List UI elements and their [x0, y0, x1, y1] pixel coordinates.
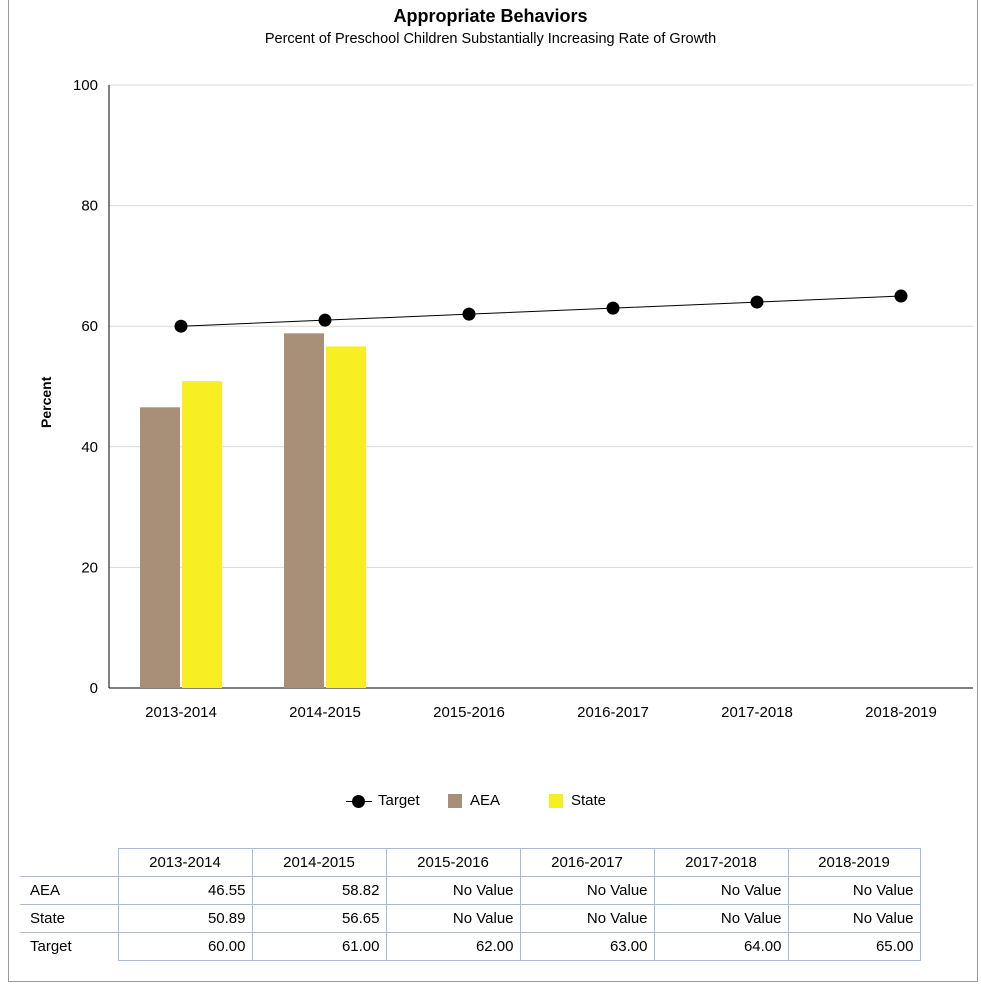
table-header: 2013-2014 — [117, 848, 253, 877]
target-line — [180, 295, 902, 327]
y-tick-label: 40 — [81, 439, 98, 456]
table-cell: 56.65 — [251, 904, 387, 933]
table-cell: 60.00 — [117, 932, 253, 961]
bar-aea — [284, 333, 324, 688]
legend-aea-label: AEA — [470, 792, 501, 809]
table-row-label: Target — [20, 932, 119, 961]
table-cell: No Value — [519, 904, 655, 933]
target-point — [174, 319, 188, 333]
x-tick-label: 2013-2014 — [145, 704, 217, 721]
table-cell: 46.55 — [117, 876, 253, 905]
table-cell: No Value — [653, 904, 789, 933]
table-row: State 50.89 56.65 No Value No Value No V… — [20, 904, 921, 933]
target-point — [606, 301, 620, 315]
chart-subtitle: Percent of Preschool Children Substantia… — [264, 31, 717, 47]
table-cell: 64.00 — [653, 932, 789, 961]
y-tick-label: 80 — [81, 198, 98, 215]
bar-chart: 0 20 40 60 80 100 2013-2014 2014-2015 2015-2016 2… — [73, 77, 973, 721]
target-point — [462, 307, 476, 321]
table-corner — [20, 848, 119, 877]
table-header: 2018-2019 — [787, 848, 921, 877]
legend-state-label: State — [571, 792, 607, 809]
legend-item-target[interactable]: Target — [346, 792, 420, 809]
table-header-row: 2013-2014 2014-2015 2015-2016 2016-2017 … — [20, 848, 921, 877]
table-header: 2015-2016 — [385, 848, 521, 877]
table-row-label: State — [20, 904, 119, 933]
legend-target-marker — [346, 794, 372, 808]
chart-frame — [8, 0, 978, 982]
y-tick-label: 100 — [73, 77, 98, 94]
y-tick-label: 60 — [81, 318, 98, 335]
legend-item-aea[interactable]: AEA — [448, 792, 500, 809]
table-cell: 58.82 — [251, 876, 387, 905]
table-cell: 63.00 — [519, 932, 655, 961]
table-cell: 65.00 — [787, 932, 921, 961]
table-cell: No Value — [385, 904, 521, 933]
bar-state — [182, 381, 222, 688]
bar-state — [326, 346, 366, 688]
legend-target-label: Target — [378, 792, 420, 809]
chart-title: Appropriate Behaviors — [393, 6, 588, 26]
x-tick-label: 2014-2015 — [289, 704, 361, 721]
x-tick-label: 2018-2019 — [865, 704, 937, 721]
x-tick-label: 2016-2017 — [577, 704, 649, 721]
y-tick-label: 0 — [90, 680, 98, 697]
legend-state-swatch — [549, 793, 563, 808]
table-cell: No Value — [653, 876, 789, 905]
data-table: 2013-2014 2014-2015 2015-2016 2016-2017 … — [20, 848, 921, 961]
target-point — [318, 313, 332, 327]
table-header: 2016-2017 — [519, 848, 655, 877]
table-row: Target 60.00 61.00 62.00 63.00 64.00 65.… — [20, 932, 921, 961]
target-point — [894, 289, 908, 303]
table-cell: 62.00 — [385, 932, 521, 961]
table-row: AEA 46.55 58.82 No Value No Value No Val… — [20, 876, 921, 905]
table-row-label: AEA — [20, 876, 119, 905]
table-cell: 61.00 — [251, 932, 387, 961]
legend-aea-swatch — [448, 793, 462, 808]
table-cell: No Value — [787, 876, 921, 905]
table-cell: No Value — [385, 876, 521, 905]
table-cell: 50.89 — [117, 904, 253, 933]
legend-item-state[interactable]: State — [549, 792, 606, 809]
y-tick-label: 20 — [81, 559, 98, 576]
table-header: 2017-2018 — [653, 848, 789, 877]
x-tick-label: 2015-2016 — [433, 704, 505, 721]
table-cell: No Value — [787, 904, 921, 933]
table-header: 2014-2015 — [251, 848, 387, 877]
table-cell: No Value — [519, 876, 655, 905]
x-tick-label: 2017-2018 — [721, 704, 793, 721]
bar-aea — [140, 407, 180, 688]
legend: Target AEA State — [0, 792, 981, 816]
target-point — [750, 295, 764, 309]
